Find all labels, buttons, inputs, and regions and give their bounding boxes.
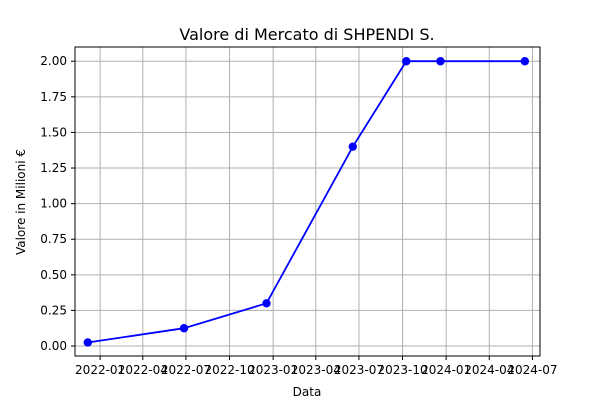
y-tick-label: 2.00 — [40, 54, 67, 68]
y-tick-label: 0.75 — [40, 232, 67, 246]
y-tick-label: 1.00 — [40, 197, 67, 211]
x-tick-label: 2022-01 — [75, 363, 125, 377]
x-tick-label: 2023-10 — [377, 363, 427, 377]
y-tick-label: 0.00 — [40, 339, 67, 353]
data-point-marker — [436, 57, 445, 66]
x-tick-label: 2024-01 — [421, 363, 471, 377]
x-tick-label: 2024-07 — [507, 363, 557, 377]
x-tick-label: 2022-04 — [118, 363, 168, 377]
y-tick-label: 0.50 — [40, 268, 67, 282]
data-point-marker — [83, 338, 92, 347]
x-tick-label: 2023-04 — [291, 363, 341, 377]
y-tick-label: 1.25 — [40, 161, 67, 175]
chart-title: Valore di Mercato di SHPENDI S. — [179, 25, 434, 44]
data-point-marker — [262, 299, 271, 308]
data-point-marker — [179, 324, 189, 333]
x-tick-label: 2023-01 — [248, 363, 298, 377]
x-tick-label: 2022-10 — [204, 363, 254, 377]
plot-frame — [74, 46, 541, 357]
x-tick-label: 2023-07 — [334, 363, 384, 377]
y-axis-label: Valore in Milioni € — [14, 149, 28, 255]
x-axis-label: Data — [293, 385, 322, 399]
y-tick-label: 0.25 — [40, 303, 67, 317]
data-point-marker — [520, 57, 530, 66]
series-layer — [83, 57, 530, 347]
data-point-marker — [402, 57, 411, 66]
x-tick-label: 2022-07 — [161, 363, 211, 377]
y-tick-label: 1.75 — [40, 90, 67, 104]
ticks: 2022-012022-042022-072022-102023-012023-… — [40, 54, 557, 377]
y-tick-label: 1.50 — [40, 125, 67, 139]
x-tick-label: 2024-04 — [464, 363, 514, 377]
data-point-marker — [348, 142, 357, 151]
